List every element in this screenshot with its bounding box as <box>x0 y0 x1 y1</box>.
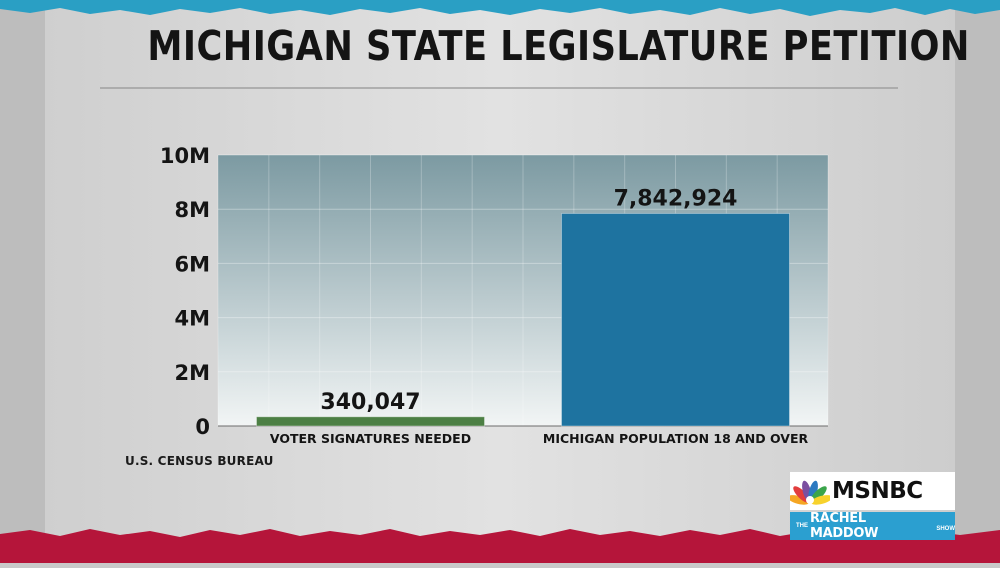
category-label: VOTER SIGNATURES NEEDED <box>270 431 471 446</box>
bar <box>561 212 790 427</box>
category-labels: VOTER SIGNATURES NEEDED MICHIGAN POPULATI… <box>270 431 809 446</box>
show-suffix: SHOW <box>936 526 955 532</box>
network-logo: MSNBC THE RACHEL MADDOW SHOW <box>790 472 955 541</box>
msnbc-logo-row: MSNBC <box>790 472 955 510</box>
data-label: 7,842,924 <box>614 186 738 211</box>
bar-chart: 0 2M 4M 6M 8M 10M VOTER SIGNATURES NEEDED MICH… <box>160 144 829 446</box>
y-tick-label: 0 <box>195 415 210 439</box>
y-axis-ticks: 0 2M 4M 6M 8M 10M <box>160 144 210 439</box>
y-tick-label: 10M <box>160 144 210 168</box>
torn-edge-top <box>0 0 1000 16</box>
y-tick-label: 2M <box>174 361 210 385</box>
value-labels: 340,047 7,842,924 <box>320 186 737 414</box>
source-note: U.S. CENSUS BUREAU <box>125 454 274 468</box>
msnbc-wordmark: MSNBC <box>832 478 923 504</box>
torn-edge-bottom <box>0 529 1000 563</box>
y-tick-label: 8M <box>174 198 210 222</box>
data-label: 340,047 <box>320 390 420 415</box>
bar <box>256 416 485 427</box>
bars <box>256 212 790 427</box>
category-label: MICHIGAN POPULATION 18 AND OVER <box>543 431 809 446</box>
y-tick-label: 4M <box>174 307 210 331</box>
show-prefix: THE <box>796 523 808 529</box>
y-tick-label: 6M <box>174 252 210 276</box>
show-logo-row: THE RACHEL MADDOW SHOW <box>790 511 955 541</box>
chart-title: MICHIGAN STATE LEGISLATURE PETITION <box>147 22 970 70</box>
peacock-icon <box>790 480 830 505</box>
show-name: RACHEL MADDOW <box>810 511 879 541</box>
